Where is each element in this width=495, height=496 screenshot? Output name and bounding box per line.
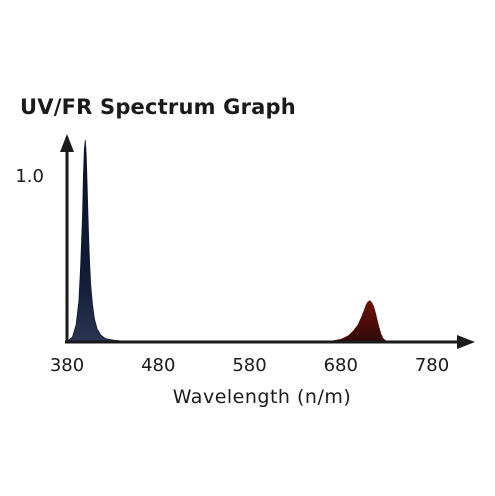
- tick-labels: 380 480 580 680 780 1.0: [15, 166, 449, 376]
- x-tick-label: 580: [232, 355, 266, 376]
- y-tick-label: 1.0: [15, 166, 44, 187]
- series-area-2: [331, 300, 388, 342]
- x-tick-label: 480: [141, 355, 175, 376]
- series-area-1: [65, 139, 122, 342]
- y-axis-arrow: [60, 134, 74, 152]
- x-tick-label: 780: [415, 355, 449, 376]
- x-axis-arrow: [457, 335, 475, 349]
- x-axis-label: Wavelength (n/m): [173, 386, 352, 408]
- chart-title: UV/FR Spectrum Graph: [20, 95, 296, 119]
- axes: [60, 134, 475, 349]
- series-layer: [65, 139, 388, 342]
- x-tick-label: 380: [50, 355, 84, 376]
- x-tick-label: 680: [324, 355, 358, 376]
